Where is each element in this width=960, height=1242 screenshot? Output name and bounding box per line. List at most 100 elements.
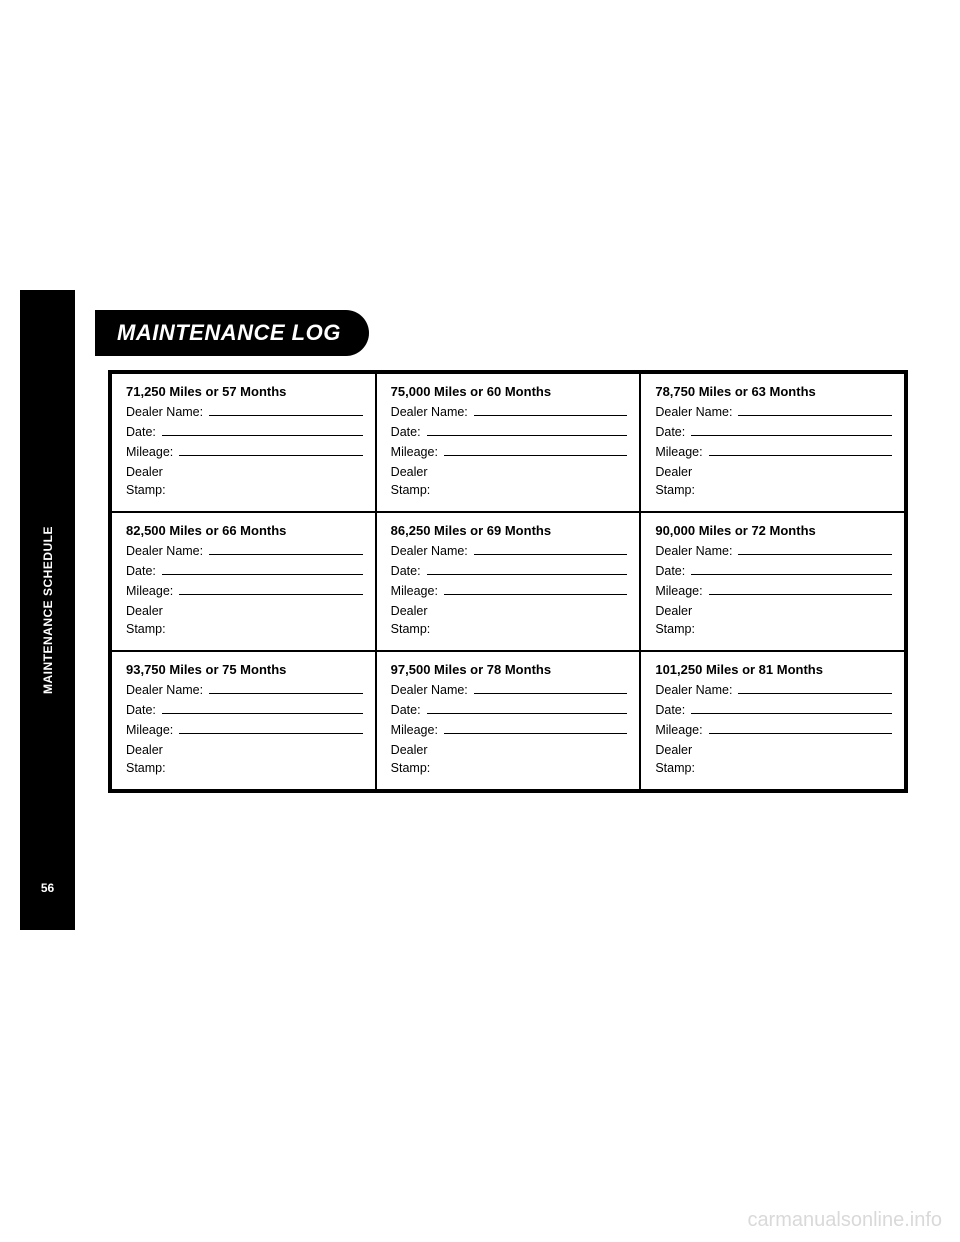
cell-heading: 86,250 Miles or 69 Months [391,523,628,538]
field-dealer: Dealer [655,604,892,618]
field-mileage: Mileage: [391,723,628,737]
cell-heading: 101,250 Miles or 81 Months [655,662,892,677]
field-label: Mileage: [391,723,438,737]
field-stamp: Stamp: [655,761,892,775]
field-underline [709,594,892,595]
maintenance-grid: 71,250 Miles or 57 Months Dealer Name: Dat… [108,370,908,793]
field-mileage: Mileage: [655,584,892,598]
field-underline [162,435,363,436]
field-underline [709,733,892,734]
field-dealerName: Dealer Name: [655,405,892,419]
field-dealer: Dealer [126,465,363,479]
field-label: Date: [126,703,156,717]
field-label: Mileage: [391,445,438,459]
field-dealerName: Dealer Name: [126,683,363,697]
page: MAINTENANCE SCHEDULE 56 MAINTENANCE LOG … [0,0,960,1242]
cell-heading: 97,500 Miles or 78 Months [391,662,628,677]
cell-heading: 71,250 Miles or 57 Months [126,384,363,399]
field-label: Dealer Name: [655,544,732,558]
field-underline [444,733,627,734]
field-label: Mileage: [126,584,173,598]
field-date: Date: [391,703,628,717]
field-dealer: Dealer [391,465,628,479]
field-label: Dealer Name: [655,683,732,697]
field-underline [691,713,892,714]
grid-cell: 78,750 Miles or 63 Months Dealer Name: Dat… [640,373,905,512]
field-label: Date: [126,425,156,439]
field-mileage: Mileage: [126,584,363,598]
grid-row: 71,250 Miles or 57 Months Dealer Name: Dat… [111,373,905,512]
field-label: Dealer Name: [391,544,468,558]
field-underline [179,455,362,456]
cell-heading: 93,750 Miles or 75 Months [126,662,363,677]
field-date: Date: [126,564,363,578]
field-underline [162,713,363,714]
sidebar-label: MAINTENANCE SCHEDULE [41,526,55,694]
title-wrap: MAINTENANCE LOG [95,310,369,356]
field-dealerName: Dealer Name: [126,544,363,558]
field-label: Mileage: [655,584,702,598]
field-stamp: Stamp: [655,483,892,497]
sidebar-tab: MAINTENANCE SCHEDULE 56 [20,290,75,930]
field-label: Dealer Name: [126,544,203,558]
field-stamp: Stamp: [126,761,363,775]
field-dealerName: Dealer Name: [391,544,628,558]
field-label: Date: [391,425,421,439]
field-label: Date: [655,425,685,439]
field-dealerName: Dealer Name: [126,405,363,419]
grid-cell: 75,000 Miles or 60 MonthsDealer Name:Dat… [376,373,641,512]
field-underline [691,574,892,575]
field-label: Mileage: [126,723,173,737]
field-underline [427,574,628,575]
field-dealerName: Dealer Name: [391,405,628,419]
watermark: carmanualsonline.info [747,1209,942,1232]
grid-cell: 90,000 Miles or 72 Months Dealer Name: Dat… [640,512,905,651]
field-underline [474,415,628,416]
grid-row: 82,500 Miles or 66 Months Dealer Name: Dat… [111,512,905,651]
field-underline [738,693,892,694]
field-label: Date: [391,564,421,578]
field-mileage: Mileage: [391,445,628,459]
field-underline [444,455,627,456]
field-underline [162,574,363,575]
field-underline [427,435,628,436]
field-date: Date: [655,703,892,717]
field-label: Dealer Name: [126,405,203,419]
grid-cell: 93,750 Miles or 75 Months Dealer Name: Dat… [111,651,376,790]
field-underline [209,693,363,694]
field-dealer: Dealer [655,743,892,757]
field-underline [209,415,363,416]
field-underline [179,594,362,595]
field-dealer: Dealer [655,465,892,479]
field-mileage: Mileage: [126,445,363,459]
field-underline [709,455,892,456]
field-label: Dealer Name: [126,683,203,697]
field-label: Dealer Name: [655,405,732,419]
cell-heading: 90,000 Miles or 72 Months [655,523,892,538]
field-underline [691,435,892,436]
page-number: 56 [20,881,75,895]
field-date: Date: [126,703,363,717]
field-label: Dealer Name: [391,405,468,419]
field-stamp: Stamp: [391,761,628,775]
field-mileage: Mileage: [126,723,363,737]
field-date: Date: [391,425,628,439]
field-stamp: Stamp: [126,483,363,497]
field-date: Date: [126,425,363,439]
field-date: Date: [391,564,628,578]
field-label: Date: [655,564,685,578]
field-mileage: Mileage: [655,445,892,459]
cell-heading: 82,500 Miles or 66 Months [126,523,363,538]
field-mileage: Mileage: [655,723,892,737]
page-title: MAINTENANCE LOG [95,310,369,356]
field-label: Date: [126,564,156,578]
field-date: Date: [655,564,892,578]
field-date: Date: [655,425,892,439]
cell-heading: 78,750 Miles or 63 Months [655,384,892,399]
field-underline [738,415,892,416]
field-underline [474,693,628,694]
field-underline [209,554,363,555]
field-label: Mileage: [126,445,173,459]
field-stamp: Stamp: [126,622,363,636]
field-dealerName: Dealer Name: [655,544,892,558]
